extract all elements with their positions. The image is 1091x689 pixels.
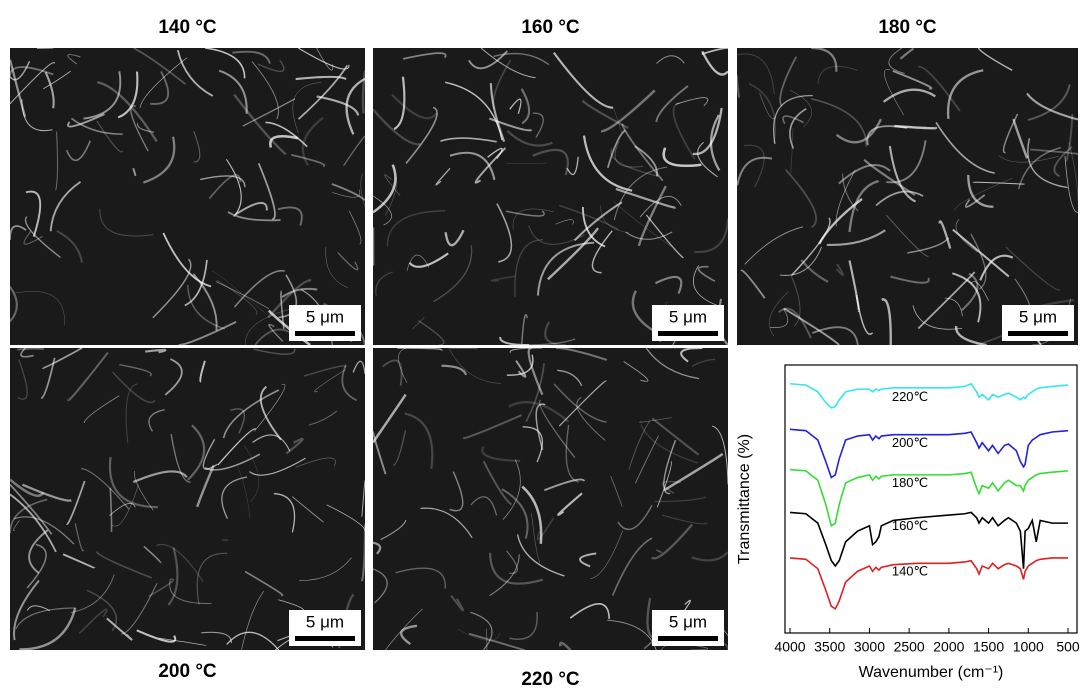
panel-title: 200 °C bbox=[158, 661, 217, 682]
series-label: 140℃ bbox=[892, 563, 928, 578]
sem-image bbox=[373, 48, 728, 345]
scale-bar-label: 5 μm bbox=[1019, 307, 1057, 326]
scale-bar-label: 5 μm bbox=[306, 307, 344, 326]
x-tick-label: 4000 bbox=[774, 639, 805, 655]
y-axis-label: Transmittance (%) bbox=[736, 434, 753, 564]
panel-title: 180 °C bbox=[878, 17, 937, 38]
x-tick-label: 1500 bbox=[973, 639, 1004, 655]
panel-title: 140 °C bbox=[158, 17, 217, 38]
figure: 140 °C 5 μm 160 °C 5 μm 180 °C 5 μm 200 °C 5 μm… bbox=[0, 0, 1091, 689]
series-label: 160℃ bbox=[892, 518, 928, 533]
x-tick-label: 2000 bbox=[933, 639, 964, 655]
series-label: 200℃ bbox=[892, 435, 928, 450]
scale-bar-label: 5 μm bbox=[669, 612, 707, 631]
scale-bar bbox=[658, 331, 718, 336]
x-tick-label: 2500 bbox=[894, 639, 925, 655]
x-tick-label: 3000 bbox=[854, 639, 885, 655]
panel-title: 160 °C bbox=[521, 17, 580, 38]
series-label: 220℃ bbox=[892, 389, 928, 404]
scale-bar-label: 5 μm bbox=[669, 307, 707, 326]
scale-bar bbox=[1008, 331, 1068, 336]
panel-title: 220 °C bbox=[521, 669, 580, 689]
scale-bar bbox=[295, 331, 355, 336]
fiber bbox=[17, 349, 44, 350]
x-axis-label: Wavenumber (cm⁻¹) bbox=[859, 664, 1004, 681]
scale-bar bbox=[658, 636, 718, 641]
x-tick-label: 3500 bbox=[814, 639, 845, 655]
scale-bar-label: 5 μm bbox=[306, 612, 344, 631]
page: {"panels": [ {"title": "140 °C", "scale_… bbox=[0, 0, 1091, 689]
x-tick-label: 1000 bbox=[1013, 639, 1044, 655]
scale-bar bbox=[295, 636, 355, 641]
x-tick-label: 500 bbox=[1056, 639, 1080, 655]
sem-image bbox=[373, 348, 728, 650]
series-label: 180℃ bbox=[892, 475, 928, 490]
